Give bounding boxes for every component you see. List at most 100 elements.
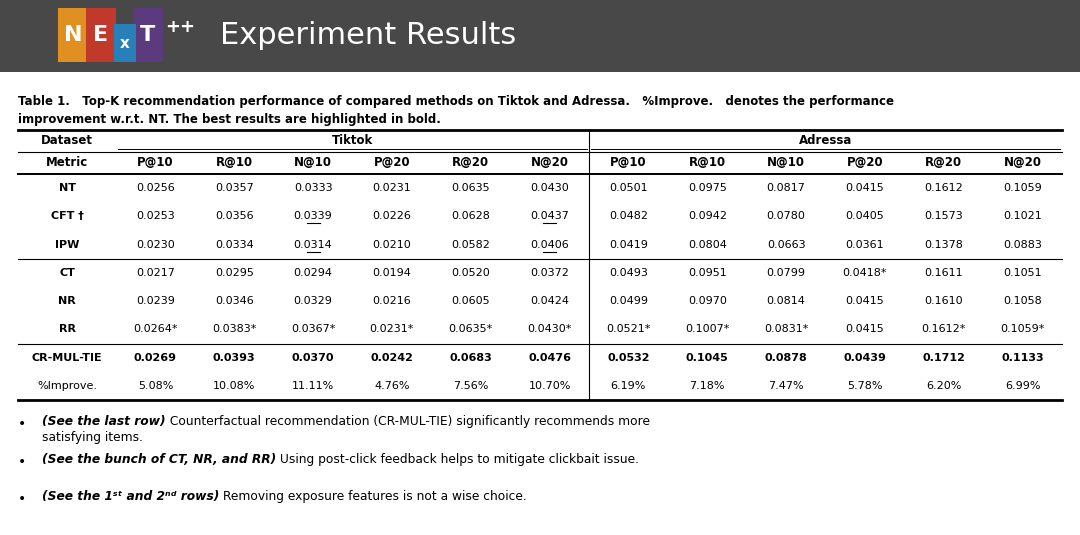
Text: 6.99%: 6.99%: [1004, 381, 1040, 391]
Text: 0.0437: 0.0437: [530, 211, 569, 221]
Text: 0.0339: 0.0339: [294, 211, 333, 221]
Text: Dataset: Dataset: [41, 134, 93, 148]
Text: 0.0499: 0.0499: [609, 296, 648, 306]
Text: 0.1612: 0.1612: [924, 183, 963, 193]
Text: RR: RR: [58, 324, 76, 334]
Text: P@10: P@10: [610, 157, 647, 170]
Text: 0.0415: 0.0415: [846, 324, 885, 334]
Text: 0.1712: 0.1712: [922, 353, 966, 363]
Text: 0.0415: 0.0415: [846, 296, 885, 306]
Text: R@20: R@20: [926, 157, 962, 170]
Bar: [86, 8, 116, 62]
Text: 7.47%: 7.47%: [768, 381, 804, 391]
Text: 10.70%: 10.70%: [528, 381, 570, 391]
Text: N@10: N@10: [294, 157, 332, 170]
Text: 0.0883: 0.0883: [1003, 240, 1042, 250]
Text: CR-MUL-TIE: CR-MUL-TIE: [31, 353, 103, 363]
Text: ++: ++: [165, 18, 195, 36]
Text: 10.08%: 10.08%: [213, 381, 256, 391]
Text: 0.1045: 0.1045: [686, 353, 729, 363]
Text: Removing exposure features is not a wise choice.: Removing exposure features is not a wise…: [219, 490, 527, 503]
Text: 6.20%: 6.20%: [926, 381, 961, 391]
Text: NR: NR: [58, 296, 76, 306]
Text: 7.18%: 7.18%: [689, 381, 725, 391]
Text: 0.1133: 0.1133: [1001, 353, 1044, 363]
Text: 0.0405: 0.0405: [846, 211, 885, 221]
Text: 0.0194: 0.0194: [373, 268, 411, 278]
Text: 0.0329: 0.0329: [294, 296, 333, 306]
Text: N@10: N@10: [767, 157, 805, 170]
Text: 0.0683: 0.0683: [449, 353, 492, 363]
Text: IPW: IPW: [55, 240, 79, 250]
Text: 0.0231*: 0.0231*: [369, 324, 414, 334]
Text: 0.0476: 0.0476: [528, 353, 571, 363]
Text: •: •: [18, 492, 26, 506]
Text: 0.0230: 0.0230: [136, 240, 175, 250]
Text: 0.0942: 0.0942: [688, 211, 727, 221]
Text: 0.1612*: 0.1612*: [921, 324, 966, 334]
Text: 0.0951: 0.0951: [688, 268, 727, 278]
Text: 0.0372: 0.0372: [530, 268, 569, 278]
Text: 0.0210: 0.0210: [373, 240, 411, 250]
Text: 0.0333: 0.0333: [294, 183, 333, 193]
Text: 0.0253: 0.0253: [136, 211, 175, 221]
Text: 0.0418*: 0.0418*: [842, 268, 887, 278]
Text: 0.0393: 0.0393: [213, 353, 256, 363]
Text: 4.76%: 4.76%: [374, 381, 409, 391]
Text: 0.0217: 0.0217: [136, 268, 175, 278]
Text: 0.0415: 0.0415: [846, 183, 885, 193]
Bar: [133, 8, 163, 62]
Text: 0.0520: 0.0520: [451, 268, 490, 278]
Text: 0.0239: 0.0239: [136, 296, 175, 306]
Text: 0.0367*: 0.0367*: [291, 324, 335, 334]
Text: 0.1611: 0.1611: [924, 268, 963, 278]
Text: 0.1610: 0.1610: [924, 296, 963, 306]
Text: 0.0269: 0.0269: [134, 353, 177, 363]
Text: 0.0231: 0.0231: [373, 183, 411, 193]
Text: 0.0605: 0.0605: [451, 296, 490, 306]
Text: satisfying items.: satisfying items.: [42, 431, 143, 444]
Text: Adressa: Adressa: [799, 134, 852, 148]
Text: 0.1007*: 0.1007*: [685, 324, 729, 334]
Text: 0.0242: 0.0242: [370, 353, 414, 363]
Text: N@20: N@20: [530, 157, 568, 170]
Text: 7.56%: 7.56%: [454, 381, 488, 391]
Text: P@20: P@20: [847, 157, 883, 170]
Text: 0.0424: 0.0424: [530, 296, 569, 306]
Text: 0.1051: 0.1051: [1003, 268, 1042, 278]
Text: 0.0439: 0.0439: [843, 353, 887, 363]
Text: 0.0430: 0.0430: [530, 183, 569, 193]
Text: 0.0582: 0.0582: [451, 240, 490, 250]
Text: 0.0975: 0.0975: [688, 183, 727, 193]
Text: x: x: [120, 35, 130, 50]
Text: 0.0430*: 0.0430*: [527, 324, 571, 334]
Text: 0.1021: 0.1021: [1003, 211, 1042, 221]
Text: R@20: R@20: [453, 157, 489, 170]
Text: P@20: P@20: [374, 157, 410, 170]
Text: Counterfactual recommendation (CR-MUL-TIE) significantly recommends more: Counterfactual recommendation (CR-MUL-TI…: [165, 415, 650, 428]
Text: 0.1059: 0.1059: [1003, 183, 1042, 193]
Text: 0.0970: 0.0970: [688, 296, 727, 306]
Text: improvement w.r.t. NT. The best results are highlighted in bold.: improvement w.r.t. NT. The best results …: [18, 113, 441, 126]
Text: 0.1059*: 0.1059*: [1000, 324, 1044, 334]
Text: R@10: R@10: [216, 157, 253, 170]
Text: 0.0256: 0.0256: [136, 183, 175, 193]
Text: %Improve.: %Improve.: [37, 381, 97, 391]
Text: Table 1.   Top-Κ recommendation performance of compared methods on Tiktok and Ad: Table 1. Top-Κ recommendation performanc…: [18, 95, 894, 108]
Text: 0.0635: 0.0635: [451, 183, 490, 193]
Text: 5.08%: 5.08%: [138, 381, 173, 391]
Text: CT: CT: [59, 268, 75, 278]
Text: 0.0501: 0.0501: [609, 183, 648, 193]
Text: Tiktok: Tiktok: [332, 134, 373, 148]
Text: 0.0383*: 0.0383*: [212, 324, 256, 334]
Text: 0.0361: 0.0361: [846, 240, 885, 250]
Text: 0.0357: 0.0357: [215, 183, 254, 193]
Bar: [114, 24, 136, 62]
Bar: [58, 8, 87, 62]
Text: 0.1378: 0.1378: [924, 240, 963, 250]
Text: 0.0482: 0.0482: [609, 211, 648, 221]
Text: 0.0226: 0.0226: [373, 211, 411, 221]
Text: 0.0817: 0.0817: [767, 183, 806, 193]
Text: N: N: [64, 25, 82, 45]
Text: 0.0406: 0.0406: [530, 240, 569, 250]
